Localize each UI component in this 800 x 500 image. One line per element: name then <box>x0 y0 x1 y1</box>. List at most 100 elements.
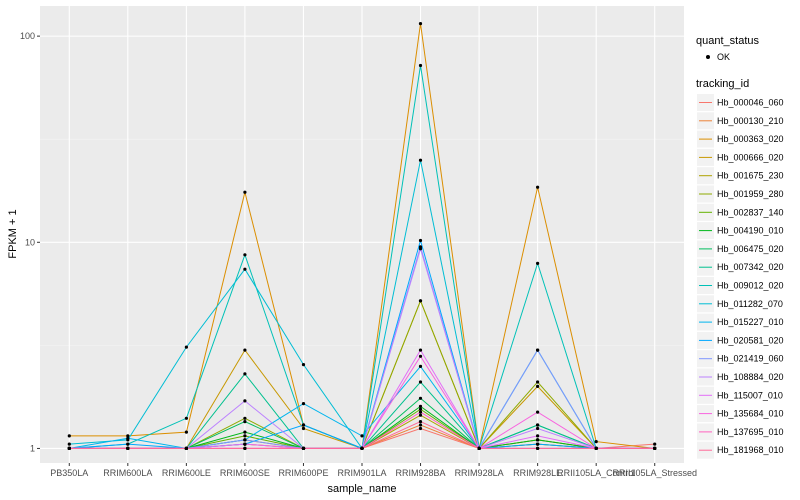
legend-label-series: Hb_108884_020 <box>717 372 784 382</box>
legend-label-series: Hb_011282_070 <box>717 299 783 309</box>
x-tick-label: RRIM600PE <box>278 468 328 478</box>
data-point <box>243 372 247 376</box>
data-point <box>418 63 423 68</box>
data-point <box>301 426 306 431</box>
data-point <box>418 426 423 431</box>
data-point <box>126 436 130 440</box>
x-tick-label: RRIM600SE <box>220 468 270 478</box>
data-point <box>67 446 71 450</box>
data-point <box>301 423 306 427</box>
data-point <box>360 446 364 450</box>
x-axis-title: sample_name <box>327 483 396 495</box>
data-point <box>184 430 188 434</box>
data-point <box>418 396 423 400</box>
x-tick-label: RRII105LA_Stressed <box>612 468 697 478</box>
legend-label-series: Hb_115007_010 <box>717 390 783 400</box>
data-point <box>536 438 540 442</box>
x-tick-label: RRIM928BA <box>396 468 446 478</box>
data-point <box>126 434 130 438</box>
data-point <box>536 348 540 352</box>
data-point <box>243 420 247 424</box>
legend-title-tracking-id: tracking_id <box>696 78 749 90</box>
data-point <box>243 434 247 438</box>
legend-label-series: Hb_001675_230 <box>717 171 784 181</box>
data-point <box>184 446 188 450</box>
data-point <box>536 426 540 431</box>
legend-label-series: Hb_137695_010 <box>717 427 784 437</box>
x-tick-label: RRII105LA_Control <box>557 468 635 478</box>
y-tick-label: 1 <box>30 443 35 453</box>
data-point <box>418 423 423 427</box>
legend-label-series: Hb_000363_020 <box>717 134 784 144</box>
data-point <box>418 348 423 352</box>
data-point <box>301 402 306 406</box>
legend-label-series: Hb_002837_140 <box>717 207 784 217</box>
data-point <box>594 446 598 450</box>
legend-label-series: Hb_181968_010 <box>717 445 784 455</box>
data-point <box>301 363 306 367</box>
data-point <box>536 423 540 427</box>
data-point <box>536 261 540 265</box>
data-point <box>418 238 423 243</box>
x-tick-label: RRIM928LE <box>513 468 562 478</box>
x-tick-label: RRIM600LA <box>103 468 152 478</box>
x-tick-label: RRIM901LA <box>337 468 386 478</box>
data-point <box>67 442 71 446</box>
data-point <box>418 354 423 358</box>
data-point <box>301 446 306 450</box>
x-tick-label: PB350LA <box>50 468 88 478</box>
data-point <box>418 413 423 417</box>
data-point <box>418 299 423 303</box>
data-point <box>243 438 247 442</box>
legend-label-series: Hb_001959_280 <box>717 189 784 199</box>
data-point <box>536 442 540 446</box>
data-point <box>594 440 598 444</box>
data-point <box>536 410 540 414</box>
data-point <box>418 380 423 384</box>
data-point <box>243 430 247 434</box>
data-point <box>243 267 247 271</box>
legend-label-ok: OK <box>717 52 730 62</box>
legend-key-point <box>706 55 710 59</box>
x-tick-label: RRIM600LE <box>162 468 211 478</box>
data-point <box>243 348 247 352</box>
data-point <box>477 446 481 450</box>
x-tick-label: RRIM928LA <box>455 468 504 478</box>
legend-label-series: Hb_021419_060 <box>717 354 784 364</box>
y-axis-title: FPKM + 1 <box>7 209 19 258</box>
data-point <box>126 446 130 450</box>
data-point <box>418 404 423 408</box>
data-point <box>536 384 540 388</box>
axes: 1 10 100 PB350LA RRIM600LA RRIM600LE RRIM600SE… <box>20 31 697 478</box>
data-point <box>243 442 247 446</box>
data-point <box>243 416 247 420</box>
data-point <box>67 434 71 438</box>
data-point <box>243 399 247 403</box>
data-point <box>184 416 188 420</box>
data-point <box>653 446 657 450</box>
legend-label-series: Hb_135684_010 <box>717 409 784 419</box>
data-point <box>418 158 423 162</box>
legend: quant_status OK tracking_id Hb_000046_06… <box>696 35 784 459</box>
data-point <box>653 442 657 446</box>
legend-label-series: Hb_000130_210 <box>717 116 784 126</box>
legend-label-series: Hb_015227_010 <box>717 317 784 327</box>
data-point <box>418 22 423 26</box>
legend-label-series: Hb_000046_060 <box>717 98 784 108</box>
data-point <box>243 253 247 257</box>
data-point <box>418 364 423 368</box>
y-tick-label: 100 <box>20 31 35 41</box>
data-point <box>184 345 188 349</box>
data-point <box>418 420 423 424</box>
data-point <box>126 442 130 446</box>
legend-label-series: Hb_007342_020 <box>717 262 784 272</box>
data-point <box>418 247 423 251</box>
data-point <box>360 434 364 438</box>
y-tick-label: 10 <box>25 237 35 247</box>
legend-label-series: Hb_006475_020 <box>717 244 784 254</box>
legend-label-series: Hb_000666_020 <box>717 152 784 162</box>
legend-label-series: Hb_004190_010 <box>717 226 784 236</box>
data-point <box>243 446 247 450</box>
data-point <box>536 434 540 438</box>
